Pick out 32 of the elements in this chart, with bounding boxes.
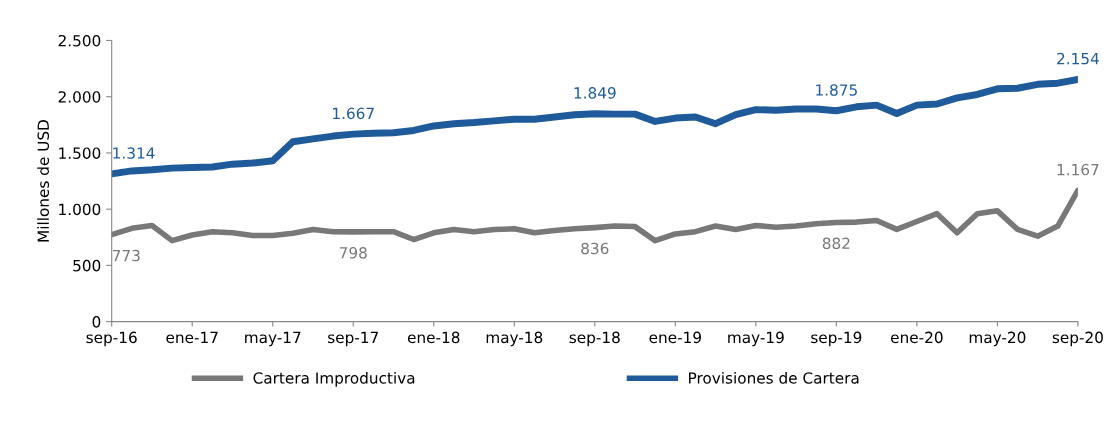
x-tick-label: may-20 [969, 331, 1026, 347]
x-tick-label: sep-17 [328, 331, 378, 347]
x-tick-label: sep-19 [811, 331, 862, 347]
legend-label: Cartera Improductiva [253, 371, 415, 387]
data-label: 882 [822, 237, 850, 250]
x-tick-label: sep-20 [1052, 331, 1103, 347]
x-tick-label: sep-18 [569, 331, 620, 347]
data-label: 1.875 [816, 84, 857, 96]
x-tick-label: sep-16 [86, 331, 137, 347]
x-tick-label: ene-18 [407, 331, 460, 344]
y-tick-label: 2.500 [58, 34, 101, 47]
y-tick-label: 500 [73, 259, 101, 272]
x-tick-label: ene-19 [649, 331, 701, 344]
y-tick-label: 1.500 [59, 147, 101, 159]
y-tick-label: 0 [92, 316, 101, 328]
x-tick-label: may-18 [486, 331, 543, 347]
y-axis-title: Millones de USD [37, 120, 50, 242]
data-label: 1.667 [333, 107, 374, 120]
y-tick-label: 1.000 [59, 203, 101, 216]
data-label: 836 [581, 242, 609, 255]
x-tick-label: may-17 [245, 331, 301, 347]
x-tick-label: may-19 [728, 331, 784, 347]
x-tick-label: ene-20 [891, 331, 943, 344]
y-tick-label: 2.000 [58, 91, 101, 103]
data-label: 1.314 [113, 147, 155, 159]
data-label: 2.154 [1057, 52, 1099, 65]
data-label: 1.167 [1057, 163, 1099, 176]
legend-label: Provisiones de Cartera [689, 371, 859, 384]
data-label: 798 [339, 246, 367, 259]
data-label: 773 [112, 249, 140, 262]
data-label: 1.849 [574, 87, 616, 99]
x-tick-label: ene-17 [166, 331, 218, 344]
